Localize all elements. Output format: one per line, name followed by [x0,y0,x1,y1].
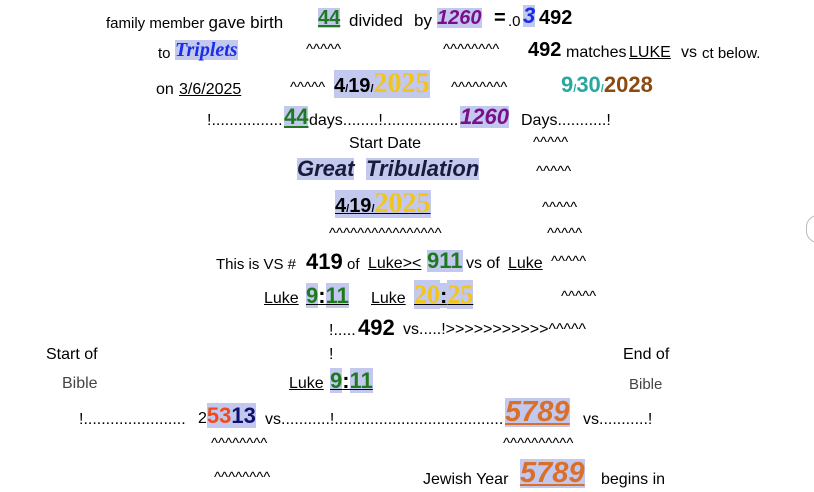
carets: ^^^^^^^^^^^^^^^^ [329,225,442,242]
number-44: 44 [318,7,341,29]
number-911: 911 [427,248,463,273]
verse-number-25313: 25313 [198,403,256,428]
triplets-text: Triplets [175,39,238,61]
exclamation: ! [329,346,334,363]
vs-end-text: vs...........! [583,411,653,428]
tribulation-text: Tribulation [366,156,480,181]
carets: ^^^^^ [542,199,578,216]
birth-date: 3/6/2025 [179,81,242,98]
jewish-year-label: Jewish Year [423,471,509,488]
dots-text: !....................... [79,411,186,428]
number-419: 419 [306,249,343,274]
bible-label: Bible [62,375,98,392]
gave-birth-text: gave birth [208,13,284,32]
end-of-label: End of [623,346,670,363]
ct-below-text: ct below. [702,45,761,62]
number-44: 44 [284,104,309,129]
days-end-text: Days...........! [521,112,611,129]
family-member-text: family member gave birth [106,13,284,32]
vs-text: vs [681,44,697,61]
dots-text: !..... [329,322,356,339]
carets: ^^^^^ [306,41,342,58]
divided-text: divided [349,11,403,30]
luke-text: Luke [289,375,324,392]
by-text: by [414,11,432,30]
decimal-zero: .0 [508,13,521,30]
luke-text: Luke [371,290,406,307]
start-of-label: Start of [46,346,98,363]
carets: ^^^^^ [290,79,326,96]
of-text: of [347,256,360,273]
bible-label: Bible [629,376,663,393]
arrows-text: vs.....!>>>>>>>>>>>^^^^^ [403,321,586,338]
luke-link-text: LUKE [629,44,671,61]
carets: ^^^^^ [561,288,597,305]
great-text: Great [297,156,355,181]
carets: ^^^^^^^^^^ [503,435,574,452]
date-4-19-2025: 4/19/2025 [335,188,431,219]
carets: ^^^^^^^^ [214,469,271,486]
vs-of-text: vs of [466,255,500,272]
luke-text: Luke [264,290,299,307]
number-3: 3 [523,3,536,28]
luke-text: Luke>< [368,255,422,272]
carets: ^^^^^ [536,163,572,180]
days-text: days........!................. [309,112,459,129]
date-4-19-2025: 4/19/2025 [334,68,430,99]
number-492: 492 [528,39,562,61]
luke-text: Luke [508,255,543,272]
number-492: 492 [539,7,573,29]
number-5789: 5789 [505,396,570,428]
verse-9-11: 9:11 [306,283,349,308]
carets: ^^^^^ [551,253,587,270]
number-1260: 1260 [437,7,482,29]
number-492: 492 [358,315,395,340]
carets: ^^^^^^^^ [211,435,268,452]
number-1260: 1260 [460,104,509,129]
dots-text: !................ [207,112,283,129]
matches-text: matches [566,44,627,61]
to-text: to [158,45,171,62]
scroll-handle[interactable] [806,215,814,243]
carets: ^^^^^^^^ [451,79,508,96]
verse-9-11: 9:11 [330,368,373,393]
start-date-label: Start Date [349,135,422,152]
date-9-30-2028: 9/30/2028 [561,72,653,97]
on-text: on [156,81,174,98]
equals-sign: = [494,7,506,29]
number-5789: 5789 [520,457,585,489]
this-is-vs-text: This is VS # [216,256,297,273]
vs-dots-text: vs...........!..........................… [265,411,504,428]
verse-20-25: 20:25 [414,280,474,309]
carets: ^^^^^ [547,225,583,242]
carets: ^^^^^^^^ [443,41,500,58]
begins-in-text: begins in [601,471,666,488]
carets: ^^^^^ [533,134,569,151]
